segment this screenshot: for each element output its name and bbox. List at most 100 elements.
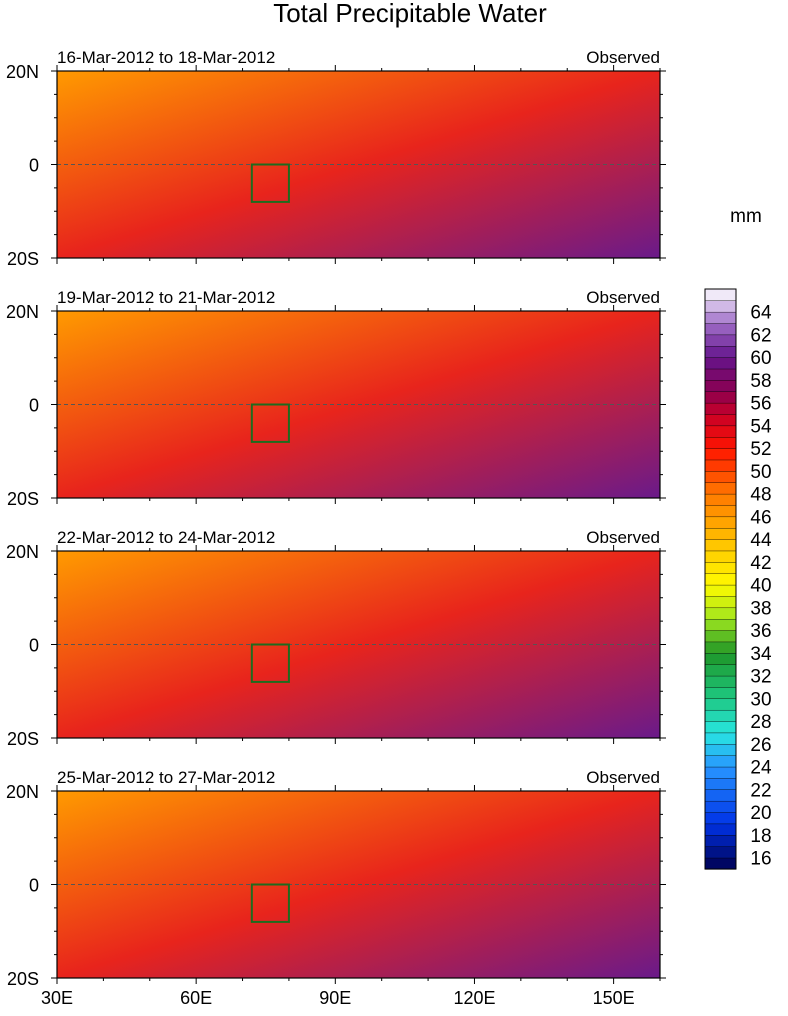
y-tick-label: 20N	[6, 302, 39, 322]
colorbar-segment	[704, 641, 737, 654]
colorbar-segment	[704, 504, 737, 518]
colorbar-segment	[704, 834, 737, 847]
y-tick-label: 20N	[6, 782, 39, 802]
colorbar-tick-label: 38	[750, 598, 771, 619]
colorbar-tick-label: 60	[750, 348, 771, 369]
colorbar-tick-label: 48	[750, 485, 771, 506]
colorbar-segment	[704, 789, 737, 802]
colorbar-segment	[704, 573, 737, 586]
map-panel: 19-Mar-2012 to 21-Mar-2012 Observed 20N 0 20…	[6, 288, 666, 509]
box-region	[250, 403, 290, 443]
colorbar-segment	[704, 777, 737, 790]
colorbar-segment	[704, 493, 737, 506]
colorbar-segment	[704, 709, 737, 722]
colorbar-segment	[704, 857, 737, 870]
box-region	[250, 643, 290, 683]
colorbar-segment	[704, 288, 737, 301]
colorbar-tick-label: 62	[750, 325, 771, 346]
colorbar-segment	[704, 368, 737, 381]
colorbar-segment	[704, 686, 737, 700]
map-panel: 16-Mar-2012 to 18-Mar-2012 Observed 20N 0 20…	[6, 48, 666, 269]
colorbar-segment	[704, 357, 737, 370]
colorbar-tick-label: 58	[750, 371, 771, 392]
colorbar-tick-label: 34	[750, 644, 772, 665]
colorbar-segment	[704, 345, 737, 358]
panel-period: 16-Mar-2012 to 18-Mar-2012	[57, 48, 275, 67]
colorbar-tick-label: 46	[750, 507, 771, 528]
colorbar-segment	[704, 823, 737, 836]
colorbar-tick-label: 18	[750, 826, 771, 847]
colorbar-units: mm	[730, 206, 762, 227]
y-tick-label: 0	[29, 636, 39, 656]
box-region	[250, 883, 290, 923]
x-tick-label: 30E	[41, 988, 73, 1008]
y-tick-label: 0	[29, 876, 39, 896]
colorbar-tick-label: 56	[750, 394, 771, 415]
map-panel: 25-Mar-2012 to 27-Mar-2012 Observed 20N 0 20…	[6, 768, 666, 989]
panel-label: Observed	[586, 528, 660, 547]
panel-label: Observed	[586, 288, 660, 307]
colorbar-tick-label: 30	[750, 689, 771, 710]
colorbar-tick-label: 52	[750, 439, 771, 460]
colorbar-segment	[704, 652, 737, 665]
colorbar-segment	[704, 311, 737, 324]
colorbar-segment	[704, 755, 737, 768]
x-tick-label: 150E	[593, 988, 635, 1008]
colorbar-segment	[704, 629, 737, 643]
colorbar-segment	[704, 595, 737, 609]
colorbar-segment	[704, 675, 737, 688]
y-tick-label: 20N	[6, 62, 39, 82]
colorbar-segment	[704, 766, 737, 779]
colorbar-tick-label: 26	[750, 735, 771, 756]
y-tick-label: 20S	[7, 489, 39, 509]
y-tick-label: 0	[29, 156, 39, 176]
colorbar-segment	[704, 584, 737, 597]
colorbar-segment	[704, 607, 737, 620]
y-tick-label: 20S	[7, 249, 39, 269]
colorbar-segment	[704, 334, 737, 347]
colorbar-segment	[704, 413, 737, 427]
colorbar-segment	[704, 516, 737, 529]
y-tick-label: 20S	[7, 969, 39, 989]
map-panels: 16-Mar-2012 to 18-Mar-2012 Observed 20N 0 20…	[6, 48, 666, 989]
colorbar-segment	[704, 618, 737, 631]
chart-title: Total Precipitable Water	[273, 0, 547, 28]
colorbar-segment	[704, 664, 737, 677]
colorbar-tick-label: 44	[750, 530, 772, 551]
colorbar-segment	[704, 800, 737, 813]
colorbar-tick-label: 64	[750, 303, 772, 324]
panel-period: 19-Mar-2012 to 21-Mar-2012	[57, 288, 275, 307]
colorbar-tick-label: 50	[750, 462, 771, 483]
colorbar-segment	[704, 459, 737, 472]
colorbar-tick-label: 16	[750, 849, 771, 870]
colorbar-segment	[704, 391, 737, 404]
y-tick-label: 20S	[7, 729, 39, 749]
panel-label: Observed	[586, 768, 660, 787]
colorbar-segment	[704, 402, 737, 415]
colorbar-segment	[704, 846, 737, 859]
panel-period: 25-Mar-2012 to 27-Mar-2012	[57, 768, 275, 787]
box-region	[250, 163, 290, 203]
y-tick-label: 20N	[6, 542, 39, 562]
colorbar-tick-label: 54	[750, 416, 772, 437]
y-tick-label: 0	[29, 396, 39, 416]
colorbar-tick-label: 32	[750, 667, 771, 688]
x-tick-label: 60E	[180, 988, 212, 1008]
colorbar-segment	[704, 811, 737, 825]
colorbar-tick-label: 20	[750, 803, 771, 824]
colorbar-segment	[704, 470, 737, 483]
colorbar-segment	[704, 561, 737, 574]
colorbar-tick-label: 22	[750, 780, 771, 801]
x-tick-label: 90E	[319, 988, 351, 1008]
colorbar-tick-label: 24	[750, 758, 772, 779]
colorbar-segment	[704, 322, 737, 336]
colorbar-tick-label: 42	[750, 553, 771, 574]
colorbar-segment	[704, 482, 737, 495]
colorbar-segment	[704, 720, 737, 734]
panel-label: Observed	[586, 48, 660, 67]
colorbar-tick-label: 28	[750, 712, 771, 733]
colorbar-segment	[704, 379, 737, 392]
colorbar-frame	[704, 288, 737, 870]
x-tick-label: 120E	[453, 988, 495, 1008]
